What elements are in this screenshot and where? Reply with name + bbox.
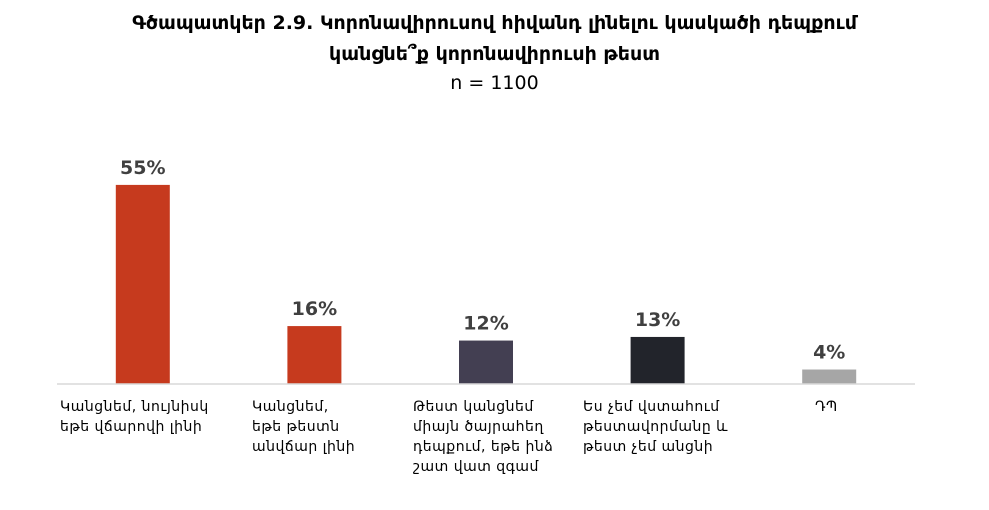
bar-3	[459, 340, 513, 384]
category-label-3: Թեստ կանցնեմ միայն ծայրահեղ դեպքում, եթե…	[413, 399, 554, 475]
data-label-5: 4%	[813, 342, 845, 364]
category-label-2: Կանցնեմ, եթե թեստն անվճար լինի	[252, 399, 356, 455]
chart-title-line-1: Գծապատկեր 2.9. Կորոնավիրուսով հիվանդ լին…	[132, 12, 857, 34]
bar-5	[802, 369, 857, 384]
bars-group: 55% 16% 12% 13% 4%	[115, 157, 857, 384]
category-label-5: ԴՊ	[815, 399, 838, 415]
data-label-2: 16%	[292, 298, 337, 320]
category-label-1: Կանցնեմ, նույնիսկ եթե վճարովի լինի	[60, 399, 209, 435]
data-label-1: 55%	[120, 157, 165, 179]
bar-1	[115, 184, 170, 384]
chart-title: Գծապատկեր 2.9. Կորոնավիրուսով հիվանդ լին…	[0, 8, 989, 70]
category-label-4: Ես չեմ վստահում թեստավորմանը և թեստ չեմ …	[583, 399, 729, 455]
data-label-3: 12%	[463, 313, 508, 335]
chart-title-line-2: կանցնե՞ք կորոնավիրուսի թեստ	[329, 43, 660, 65]
chart-subtitle: n = 1100	[450, 72, 539, 94]
bar-2	[287, 326, 342, 384]
bar-4	[630, 336, 685, 384]
data-label-4: 13%	[635, 309, 680, 331]
